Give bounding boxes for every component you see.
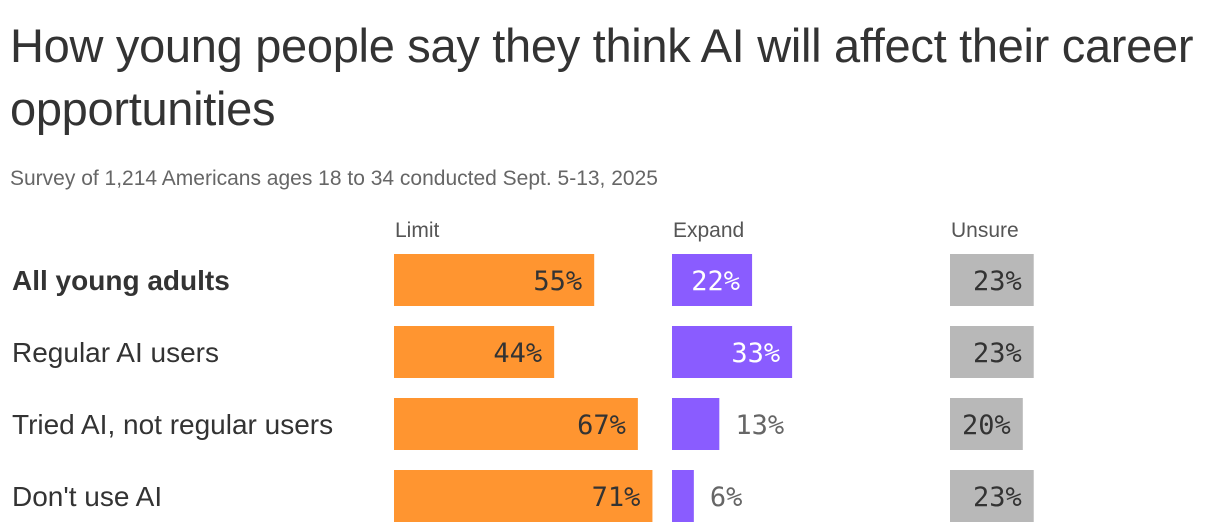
value-label-unsure-don-t-use-ai: 23% <box>973 482 1022 513</box>
row-label-all-young-adults: All young adults <box>12 265 230 296</box>
bar-expand-tried-ai-not-regular-users <box>672 398 720 450</box>
value-label-expand-regular-ai-users: 33% <box>731 338 780 369</box>
bar-unsure-all-young-adults <box>950 254 1034 306</box>
value-label-unsure-tried-ai-not-regular-users: 20% <box>962 410 1011 441</box>
row-label-don-t-use-ai: Don't use AI <box>12 481 162 512</box>
bar-unsure-don-t-use-ai <box>950 470 1034 522</box>
chart-title: How young people say they think AI will … <box>10 19 1194 135</box>
bar-unsure-regular-ai-users <box>950 326 1034 378</box>
value-label-limit-don-t-use-ai: 71% <box>592 482 641 513</box>
bar-limit-don-t-use-ai <box>394 470 653 522</box>
bar-unsure-tried-ai-not-regular-users <box>950 398 1023 450</box>
value-label-unsure-regular-ai-users: 23% <box>973 338 1022 369</box>
row-label-tried-ai-not-regular-users: Tried AI, not regular users <box>12 409 333 440</box>
bar-limit-tried-ai-not-regular-users <box>394 398 638 450</box>
bar-limit-regular-ai-users <box>394 326 555 378</box>
bar-expand-regular-ai-users <box>672 326 793 378</box>
value-label-expand-don-t-use-ai: 6% <box>710 482 743 513</box>
column-header-unsure: Unsure <box>951 219 1019 242</box>
value-label-limit-regular-ai-users: 44% <box>493 338 542 369</box>
chart-subtitle: Survey of 1,214 Americans ages 18 to 34 … <box>10 167 658 190</box>
value-label-limit-tried-ai-not-regular-users: 67% <box>577 410 626 441</box>
column-header-expand: Expand <box>673 219 744 242</box>
value-label-expand-all-young-adults: 22% <box>691 266 740 297</box>
value-label-expand-tried-ai-not-regular-users: 13% <box>735 410 784 441</box>
value-label-unsure-all-young-adults: 23% <box>973 266 1022 297</box>
bar-expand-don-t-use-ai <box>672 470 694 522</box>
bar-expand-all-young-adults <box>672 254 753 306</box>
value-label-limit-all-young-adults: 55% <box>533 266 582 297</box>
bar-limit-all-young-adults <box>394 254 595 306</box>
column-header-limit: Limit <box>395 219 440 242</box>
row-label-regular-ai-users: Regular AI users <box>12 337 219 368</box>
